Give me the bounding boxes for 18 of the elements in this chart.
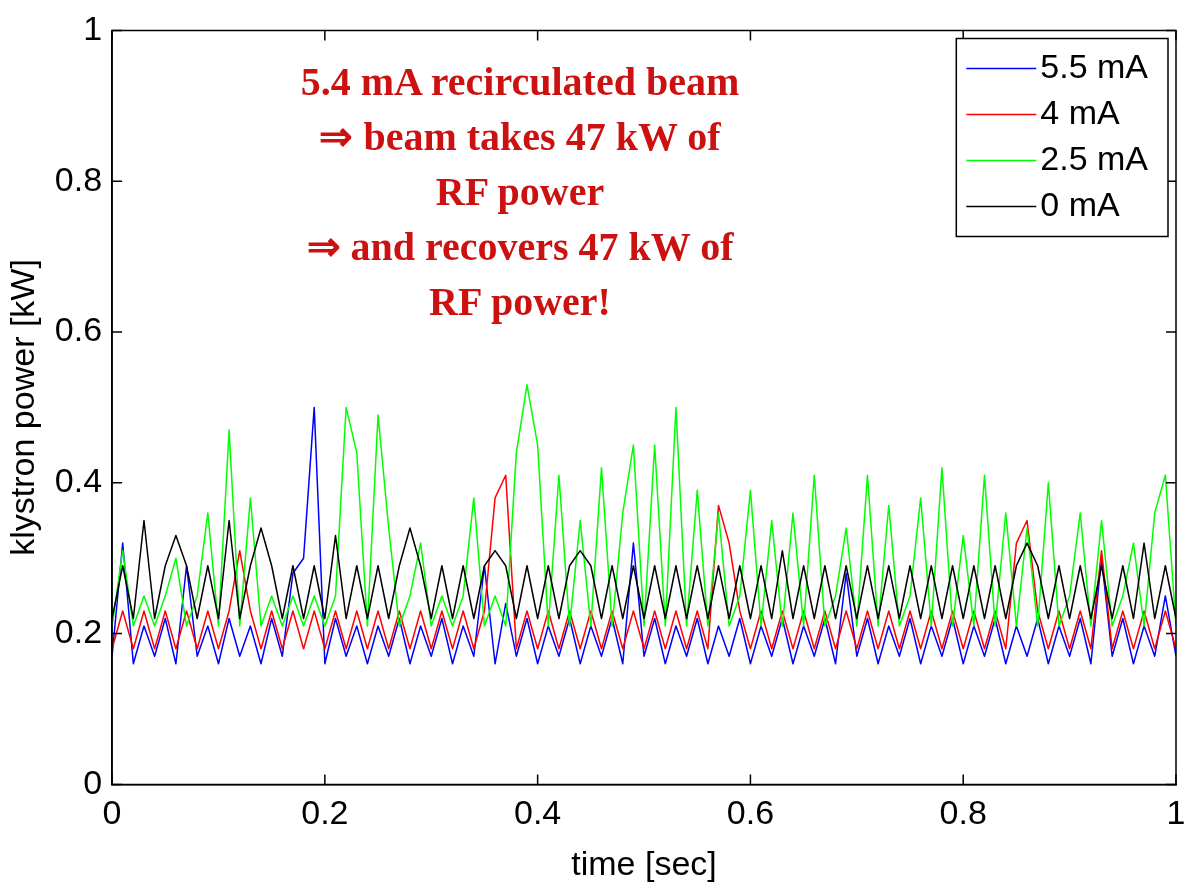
- legend-label: 0 mA: [1040, 184, 1120, 223]
- y-tick-label: 0.2: [54, 611, 103, 650]
- x-tick-label: 1: [1166, 793, 1186, 832]
- legend-label: 2.5 mA: [1040, 138, 1149, 177]
- y-tick-label: 0: [83, 762, 103, 801]
- x-tick-label: 0.6: [726, 793, 775, 832]
- x-tick-label: 0.4: [514, 793, 562, 832]
- legend-label: 5.5 mA: [1040, 46, 1149, 85]
- x-axis-title: time [sec]: [571, 843, 717, 882]
- y-tick-label: 0.6: [54, 310, 103, 349]
- annotation: 5.4 mA recirculated beam ⇒ beam takes 47 kW of RF power ⇒ and recovers 47 kW of RF power!: [299, 58, 741, 326]
- y-tick-label: 1: [83, 8, 103, 47]
- y-axis-title: klystron power [kW]: [2, 259, 41, 556]
- y-tick-label: 0.8: [54, 159, 103, 198]
- legend-label: 4 mA: [1040, 92, 1120, 131]
- y-tick-label: 0.4: [54, 461, 103, 500]
- x-tick-label: 0.2: [301, 793, 349, 832]
- x-tick-label: 0.8: [939, 793, 987, 832]
